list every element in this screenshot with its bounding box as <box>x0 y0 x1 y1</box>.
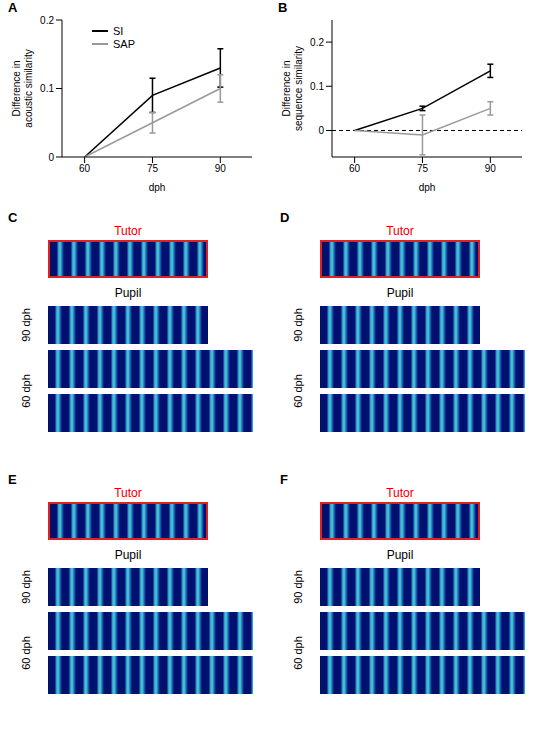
html-text:Tutor: Tutor <box>114 224 142 238</box>
html-text:C: C <box>8 210 18 225</box>
html-text:90 dph: 90 dph <box>292 308 304 342</box>
html-text:90 dph: 90 dph <box>20 308 32 342</box>
html-text:60 dph: 60 dph <box>20 636 32 670</box>
svg-text:dph: dph <box>149 182 166 193</box>
html-text:Tutor: Tutor <box>386 486 414 500</box>
svg-text:90: 90 <box>215 163 227 174</box>
html-text:60 dph: 60 dph <box>20 374 32 408</box>
html-text:B: B <box>278 0 288 15</box>
svg-text:0.1: 0.1 <box>40 83 54 94</box>
html-text:SAP: SAP <box>113 37 135 50</box>
svg-text:90: 90 <box>485 163 497 174</box>
svg-text:75: 75 <box>417 163 429 174</box>
html-text:Pupil: Pupil <box>386 548 414 562</box>
html-text:Tutor: Tutor <box>114 486 142 500</box>
svg-text:60: 60 <box>349 163 361 174</box>
html-text:Pupil: Pupil <box>114 286 142 300</box>
html-text:90 dph: 90 dph <box>20 570 32 604</box>
svg-text:Difference inacoustic similari: Difference inacoustic similarity <box>11 49 34 127</box>
html-text:60 dph: 60 dph <box>292 374 304 408</box>
svg-text:60: 60 <box>79 163 91 174</box>
html-text:90 dph: 90 dph <box>292 570 304 604</box>
svg-text:0.1: 0.1 <box>310 81 324 92</box>
html-text:D: D <box>280 210 290 225</box>
svg-text:0: 0 <box>318 125 324 136</box>
html-text:E: E <box>8 472 17 487</box>
html-text:Pupil: Pupil <box>114 548 142 562</box>
html-text:SI: SI <box>113 24 124 37</box>
svg-text:75: 75 <box>147 163 159 174</box>
svg-text:dph: dph <box>419 182 436 193</box>
svg-text:0.2: 0.2 <box>40 15 54 26</box>
html-text:F: F <box>280 472 288 487</box>
svg-text:0.2: 0.2 <box>310 37 324 48</box>
html-text:60 dph: 60 dph <box>292 636 304 670</box>
svg-text:Difference insequence similari: Difference insequence similarity <box>281 46 304 131</box>
html-text:Pupil: Pupil <box>386 286 414 300</box>
html-text:Tutor: Tutor <box>386 224 414 238</box>
svg-text:0: 0 <box>48 152 54 163</box>
html-text:A: A <box>8 0 18 15</box>
